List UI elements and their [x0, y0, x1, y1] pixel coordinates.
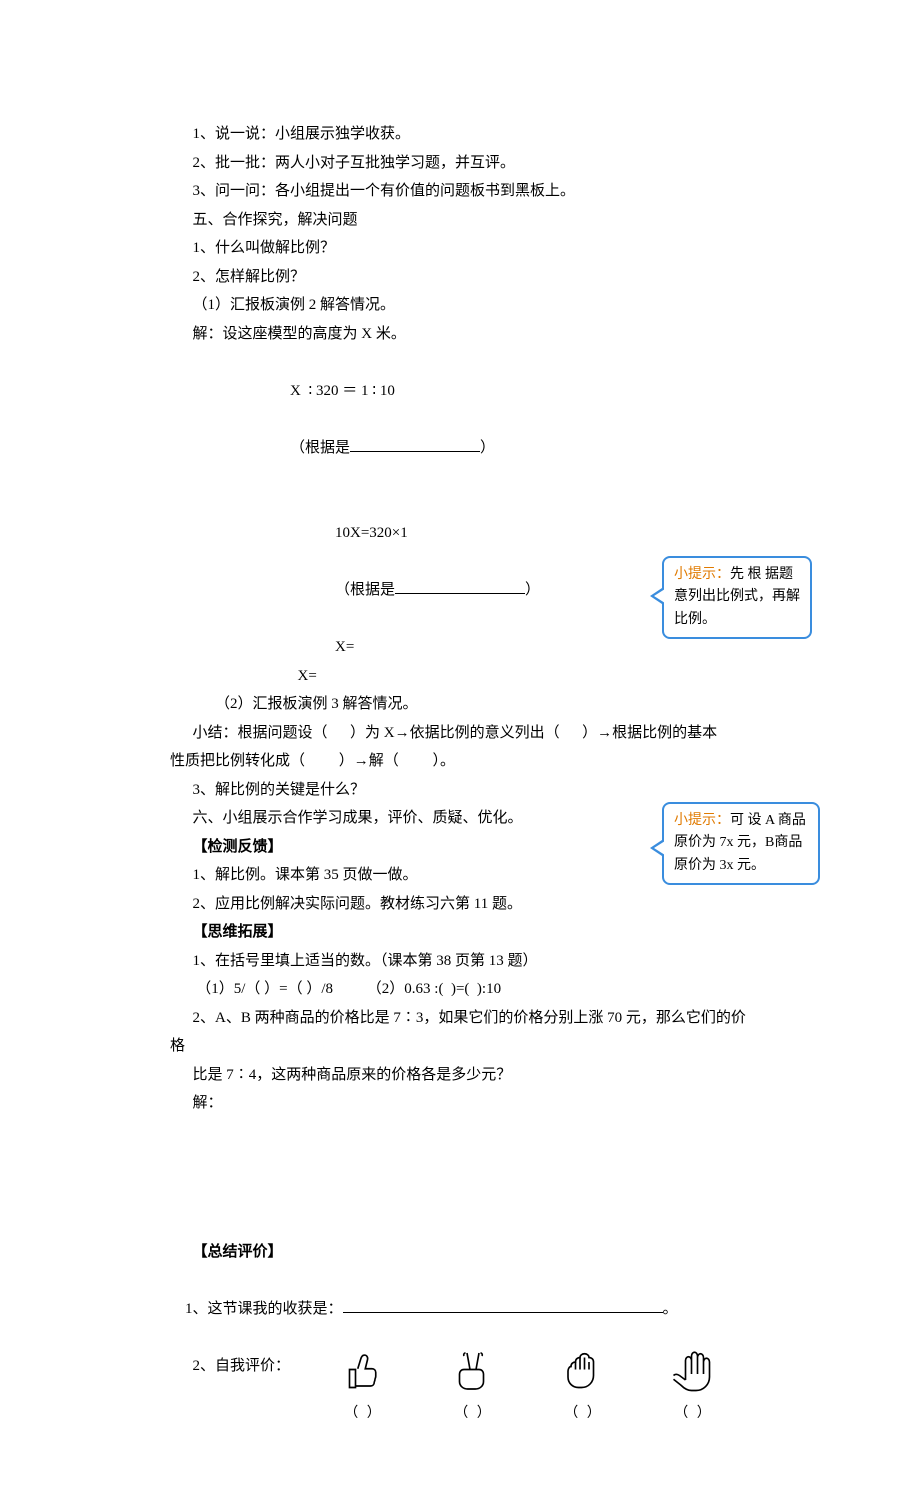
- tip-label: 小提示：: [674, 813, 730, 828]
- tip-label: 小提示：: [674, 567, 730, 582]
- eq-left: X ∶ 320 ＝ 1 ∶ 10: [290, 383, 395, 399]
- tip-callout-2: 小提示：可 设 A 商品原价为 7x 元，B商品原价为 3x 元。: [662, 802, 820, 885]
- rating-item-thumbs-up[interactable]: （ ）: [328, 1347, 398, 1428]
- body-line: 2、应用比例解决实际问题。教材练习六第 11 题。: [170, 890, 750, 919]
- body-line: 解：: [170, 1089, 750, 1118]
- body-line: 小结：根据问题设（ ）为 X→依据比例的意义列出（ ）→根据比例的基本: [170, 719, 750, 748]
- body-line: 2、批一批：两人小对子互批独学习题，并互评。: [170, 149, 750, 178]
- body-line: 1、什么叫做解比例？: [170, 234, 750, 263]
- body-line: 1、这节课我的收获是： 。: [170, 1266, 750, 1352]
- fin1-pre: 1、这节课我的收获是：: [185, 1301, 343, 1317]
- body-line: 3、问一问：各小组提出一个有价值的问题板书到黑板上。: [170, 177, 750, 206]
- equation-line: X=: [170, 662, 750, 691]
- rating-paren: （ ）: [674, 1401, 710, 1428]
- rating-paren: （ ）: [344, 1401, 380, 1428]
- rating-paren: （ ）: [454, 1401, 490, 1428]
- body-line: （2）汇报板演例 3 解答情况。: [170, 690, 750, 719]
- fin1-post: 。: [663, 1301, 678, 1317]
- body-line: 性质把比例转化成（ ）→解（ ）。: [170, 747, 750, 776]
- page: 1、说一说：小组展示独学收获。 2、批一批：两人小对子互批独学习题，并互评。 3…: [0, 0, 920, 1508]
- body-line: （1）汇报板演例 2 解答情况。: [170, 291, 750, 320]
- equation-line: X ∶ 320 ＝ 1 ∶ 10 （根据是 ）: [170, 348, 750, 491]
- eq-left: 10X=320×1: [335, 525, 408, 541]
- eq-basis-pre: （根据是: [335, 582, 395, 598]
- fist-icon: [559, 1347, 607, 1395]
- blank-fill[interactable]: [395, 579, 525, 594]
- rating-item-peace[interactable]: （ ）: [438, 1347, 508, 1428]
- eq-basis-post: ）: [480, 440, 495, 456]
- rating-item-open-hand[interactable]: （ ）: [658, 1347, 728, 1428]
- subheading: 【思维拓展】: [170, 918, 750, 947]
- body-line: （1）5/（ ）=（ ）/8 （2）0.63 :( )=( ):10: [170, 975, 750, 1004]
- blank-fill[interactable]: [350, 437, 480, 452]
- tip-callout-1: 小提示：先 根 据题意列出比例式，再解比例。: [662, 556, 812, 639]
- eq-basis-pre: （根据是: [290, 440, 350, 456]
- body-line: 1、说一说：小组展示独学收获。: [170, 120, 750, 149]
- blank-fill-long[interactable]: [343, 1298, 663, 1313]
- subheading: 【总结评价】: [170, 1238, 750, 1267]
- body-line: 2、怎样解比例？: [170, 263, 750, 292]
- rating-paren: （ ）: [564, 1401, 600, 1428]
- spacer: [170, 1118, 750, 1238]
- body-line: 比是 7∶4，这两种商品原来的价格各是多少元？: [170, 1061, 750, 1090]
- eq-basis-post: ）: [525, 582, 540, 598]
- body-line: 2、A、B 两种商品的价格比是 7∶3，如果它们的价格分别上涨 70 元，那么它…: [170, 1004, 750, 1061]
- rating-row: （ ） （ ） （ ）: [328, 1347, 751, 1428]
- body-line: 1、在括号里填上适当的数。（课本第 38 页第 13 题）: [170, 947, 750, 976]
- peace-sign-icon: [449, 1347, 497, 1395]
- section-heading: 五、合作探究，解决问题: [170, 206, 750, 235]
- thumbs-up-icon: [339, 1347, 387, 1395]
- body-line: 3、解比例的关键是什么？: [170, 776, 750, 805]
- open-hand-icon: [669, 1347, 717, 1395]
- rating-item-fist[interactable]: （ ）: [548, 1347, 618, 1428]
- equation-line: X=: [170, 633, 750, 662]
- body-line: 解：设这座模型的高度为 X 米。: [170, 320, 750, 349]
